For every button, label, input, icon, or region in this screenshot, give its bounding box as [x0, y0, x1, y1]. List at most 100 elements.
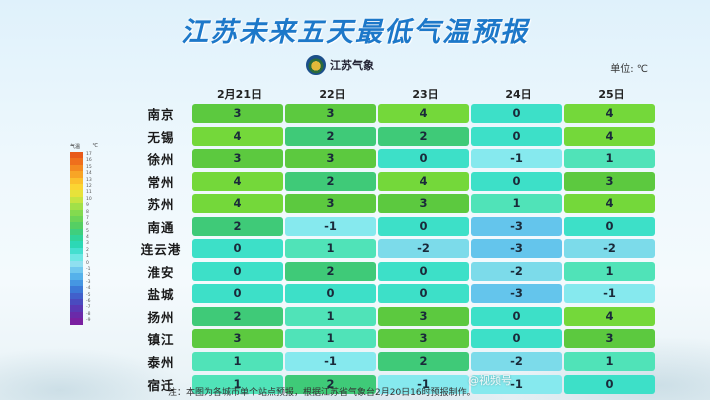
table-row: 盐城 0 0 0 -3 -1: [130, 283, 657, 304]
temperature-cell: 0: [471, 126, 562, 146]
legend-tick: 15: [86, 164, 92, 170]
legend-swatch: [70, 228, 83, 236]
legend-tick: -2: [86, 273, 91, 279]
temperature-cell: 0: [192, 261, 283, 281]
table-row: 常州 4 2 4 0 3: [130, 171, 657, 192]
temperature-cell: -1: [378, 374, 469, 394]
temperature-cell: -2: [564, 239, 655, 259]
temperature-cell: 0: [378, 261, 469, 281]
table-row: 扬州 2 1 3 0 4: [130, 306, 657, 327]
temperature-cell: 4: [564, 104, 655, 123]
temperature-cell: 1: [564, 261, 655, 281]
legend-tick: 6: [86, 222, 89, 228]
brand-name: 江苏气象: [330, 59, 374, 72]
legend-swatch: [70, 247, 83, 255]
temperature-cell: 3: [564, 329, 655, 349]
city-name: 无锡: [147, 129, 175, 145]
legend-title: 气温 ℃: [70, 143, 98, 150]
legend-tick: -5: [86, 292, 91, 298]
temperature-cell: 1: [471, 194, 562, 214]
legend-swatch: [70, 279, 83, 287]
table-row: 徐州 3 3 0 -1 1: [130, 148, 657, 169]
forecast-table: 南京 3 3 4 0 4 无锡 4 2 2 0 4 徐州 3 3 0 -1 1 常州 4 2 4 0 3 苏州 4 3 3 1 4 南通 2-…: [130, 103, 657, 396]
table-row: 无锡 4 2 2 0 4: [130, 126, 657, 147]
legend-swatch: [70, 318, 83, 325]
legend-tick: -3: [86, 279, 91, 285]
table-row: 南京 3 3 4 0 4: [130, 103, 657, 124]
legend-swatch: [70, 158, 83, 165]
temperature-cell: 3: [192, 149, 283, 169]
legend-swatch: [70, 215, 83, 223]
city-name: 徐州: [147, 152, 175, 168]
legend-swatch: [70, 254, 83, 261]
temperature-cell: 1: [192, 374, 283, 394]
temperature-cell: 3: [285, 194, 376, 214]
legend-tick: 12: [86, 183, 92, 189]
legend-colors: [70, 152, 83, 325]
temperature-cell: 2: [285, 126, 376, 146]
page-title: 江苏未来五天最低气温预报: [181, 17, 529, 48]
legend-tick: -6: [86, 298, 91, 304]
legend-swatch: [70, 305, 83, 312]
temperature-cell: 0: [378, 149, 469, 169]
temperature-cell: 4: [378, 104, 469, 123]
city-name: 南通: [147, 219, 175, 235]
temperature-cell: 3: [378, 194, 469, 214]
legend-swatch: [70, 203, 83, 210]
legend-tick: 16: [86, 158, 92, 164]
legend-tick: 13: [86, 177, 92, 183]
temperature-cell: 0: [471, 306, 562, 326]
city-name: 泰州: [147, 355, 175, 371]
temperature-cell: -1: [471, 149, 562, 169]
legend-tick: 10: [86, 196, 92, 202]
temperature-cell: 2: [192, 216, 283, 236]
temperature-cell: -2: [471, 261, 562, 281]
temperature-cell: 1: [192, 352, 283, 372]
city-name: 淮安: [147, 264, 175, 280]
temperature-cell: 1: [564, 149, 655, 169]
temperature-cell: 1: [285, 239, 376, 259]
city-name: 盐城: [147, 287, 175, 303]
watermark: @视频号: [468, 374, 512, 387]
city-name: 扬州: [147, 309, 175, 325]
legend-swatch: [70, 190, 83, 197]
legend-tick: -7: [86, 305, 91, 311]
temperature-cell: 1: [564, 352, 655, 372]
legend-tick: 8: [86, 209, 89, 215]
temperature-cell: 0: [285, 284, 376, 304]
city-name: 连云港: [140, 242, 182, 258]
legend-tick: -4: [86, 286, 91, 292]
table-row: 宿迁 1 2 -1 -1 0: [130, 374, 657, 395]
legend-swatch: [70, 183, 83, 191]
legend-label-right: ℃: [92, 143, 98, 149]
temperature-cell: 0: [564, 216, 655, 236]
city-name: 苏州: [147, 197, 175, 213]
legend-label-left: 气温: [70, 144, 81, 150]
table-row: 镇江 3 1 3 0 3: [130, 328, 657, 349]
unit-label: 单位: ℃: [610, 64, 648, 75]
temperature-cell: 3: [378, 306, 469, 326]
city-name: 镇江: [147, 332, 175, 348]
temperature-cell: 4: [564, 194, 655, 214]
date-header-0: 2月21日: [217, 88, 262, 101]
table-row: 连云港 0 1 -2 -3 -2: [130, 238, 657, 259]
legend-swatch: [70, 152, 83, 159]
legend-swatch: [70, 260, 83, 268]
temperature-cell: 3: [192, 329, 283, 349]
temperature-cell: -2: [471, 352, 562, 372]
temperature-cell: 4: [192, 194, 283, 214]
legend-tick: 1: [86, 254, 89, 260]
temperature-cell: 1: [285, 306, 376, 326]
legend-swatch: [70, 164, 83, 172]
table-row: 南通 2 -1 0 -3 0: [130, 216, 657, 237]
date-header-4: 25日: [598, 88, 625, 101]
legend-bar: 17 16 15 14 13 12 11 10 9 8 7 6 5 4 3 2 1 0 -1 -2 -3 -4 -5 -6 -7…: [70, 152, 98, 325]
legend-tick: 0: [86, 260, 89, 266]
brand-logo: 江苏气象: [306, 54, 374, 76]
legend-swatch: [70, 311, 83, 319]
table-row: 苏州 4 3 3 1 4: [130, 193, 657, 214]
temperature-cell: 0: [378, 216, 469, 236]
temperature-cell: 0: [471, 329, 562, 349]
temperature-cell: -3: [471, 216, 562, 236]
legend-tick: 14: [86, 171, 92, 177]
